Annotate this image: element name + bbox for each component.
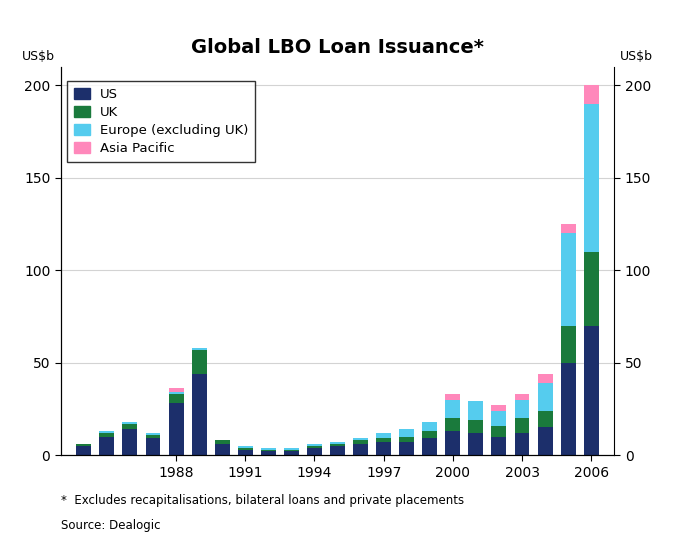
- Bar: [307, 446, 322, 448]
- Bar: [99, 433, 114, 437]
- Bar: [353, 444, 368, 455]
- Bar: [491, 405, 506, 411]
- Bar: [561, 362, 576, 455]
- Bar: [192, 374, 207, 455]
- Bar: [537, 411, 553, 427]
- Bar: [353, 440, 368, 444]
- Bar: [537, 383, 553, 411]
- Bar: [215, 444, 230, 455]
- Bar: [192, 348, 207, 350]
- Bar: [561, 233, 576, 326]
- Bar: [423, 431, 437, 438]
- Bar: [446, 431, 460, 455]
- Bar: [584, 251, 599, 326]
- Bar: [491, 426, 506, 437]
- Bar: [353, 438, 368, 440]
- Bar: [146, 435, 161, 438]
- Bar: [399, 437, 414, 442]
- Bar: [561, 326, 576, 362]
- Bar: [192, 350, 207, 374]
- Legend: US, UK, Europe (excluding UK), Asia Pacific: US, UK, Europe (excluding UK), Asia Paci…: [68, 81, 255, 162]
- Bar: [99, 431, 114, 433]
- Bar: [330, 442, 345, 444]
- Bar: [514, 394, 529, 400]
- Bar: [376, 442, 391, 455]
- Bar: [284, 448, 299, 450]
- Bar: [584, 85, 599, 104]
- Bar: [468, 420, 483, 433]
- Bar: [468, 401, 483, 420]
- Text: *  Excludes recapitalisations, bilateral loans and private placements: * Excludes recapitalisations, bilateral …: [61, 494, 464, 507]
- Text: Source: Dealogic: Source: Dealogic: [61, 519, 160, 532]
- Bar: [376, 438, 391, 442]
- Bar: [330, 446, 345, 455]
- Bar: [146, 438, 161, 455]
- Bar: [446, 394, 460, 400]
- Bar: [215, 440, 230, 444]
- Bar: [169, 388, 184, 392]
- Bar: [261, 451, 276, 455]
- Bar: [307, 448, 322, 455]
- Bar: [399, 442, 414, 455]
- Bar: [169, 403, 184, 455]
- Bar: [238, 450, 252, 455]
- Bar: [514, 400, 529, 418]
- Text: US$b: US$b: [22, 50, 55, 63]
- Bar: [584, 326, 599, 455]
- Bar: [169, 392, 184, 394]
- Bar: [284, 451, 299, 455]
- Bar: [122, 423, 138, 429]
- Bar: [376, 433, 391, 438]
- Bar: [537, 374, 553, 383]
- Bar: [584, 104, 599, 251]
- Bar: [261, 448, 276, 450]
- Bar: [169, 394, 184, 403]
- Bar: [99, 437, 114, 455]
- Bar: [122, 422, 138, 423]
- Bar: [122, 429, 138, 455]
- Bar: [330, 444, 345, 446]
- Bar: [284, 450, 299, 451]
- Bar: [238, 448, 252, 450]
- Bar: [423, 438, 437, 455]
- Bar: [307, 444, 322, 446]
- Bar: [76, 446, 91, 455]
- Bar: [514, 418, 529, 433]
- Bar: [446, 418, 460, 431]
- Bar: [76, 444, 91, 446]
- Bar: [238, 446, 252, 448]
- Bar: [468, 433, 483, 455]
- Bar: [561, 224, 576, 233]
- Title: Global LBO Loan Issuance*: Global LBO Loan Issuance*: [191, 38, 484, 57]
- Bar: [514, 433, 529, 455]
- Bar: [423, 422, 437, 431]
- Bar: [491, 411, 506, 426]
- Bar: [146, 433, 161, 435]
- Text: US$b: US$b: [620, 50, 653, 63]
- Bar: [261, 450, 276, 451]
- Bar: [491, 437, 506, 455]
- Bar: [399, 429, 414, 437]
- Bar: [446, 400, 460, 418]
- Bar: [537, 427, 553, 455]
